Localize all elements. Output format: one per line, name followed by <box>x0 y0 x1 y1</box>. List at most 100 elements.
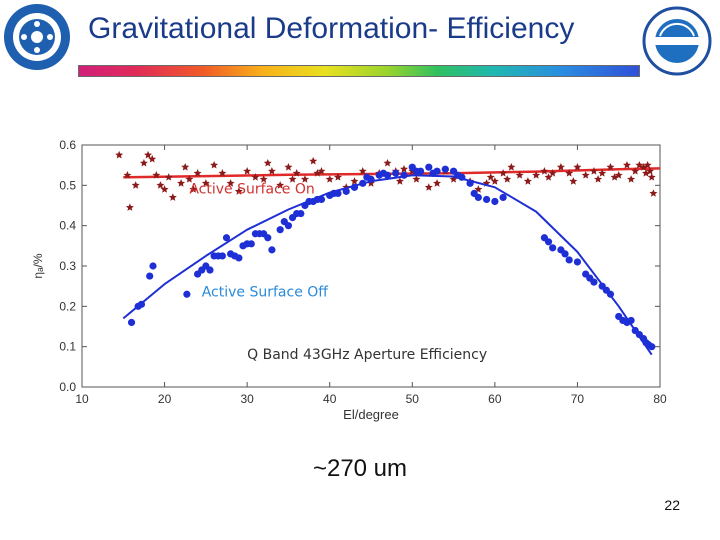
dot-point <box>149 262 157 270</box>
dot-point <box>222 234 231 242</box>
x-tick-label: 30 <box>240 392 254 406</box>
star-point <box>643 160 652 169</box>
dot-point <box>590 278 598 286</box>
star-point <box>507 162 516 171</box>
star-point <box>610 173 619 181</box>
efficiency-chart: 10 20 30 40 50 60 70 80 0.0 0.1 0.2 0.3 0.4 0.5 0.6 El/… <box>31 138 667 422</box>
star-point <box>350 177 359 185</box>
star-point <box>503 175 512 183</box>
star-point <box>515 171 524 179</box>
star-point <box>292 169 301 177</box>
star-point <box>523 177 532 185</box>
star-point <box>639 162 648 171</box>
dot-point <box>247 240 255 248</box>
x-tick-label: 60 <box>488 392 502 406</box>
star-point <box>544 173 553 181</box>
dot-point <box>466 179 474 187</box>
dot-point <box>276 226 284 234</box>
x-axis-label: El/degree <box>343 407 399 422</box>
star-point <box>193 169 202 177</box>
dot-point <box>359 179 367 187</box>
star-point <box>400 165 409 173</box>
star-point <box>284 162 293 171</box>
dot-point <box>425 163 433 171</box>
star-point <box>548 169 557 177</box>
star-point <box>181 162 190 171</box>
star-point <box>139 158 148 167</box>
x-tick-label: 80 <box>653 392 667 406</box>
dot-point <box>606 290 615 298</box>
star-point <box>598 169 607 177</box>
y-tick-label: 0.6 <box>59 138 76 152</box>
star-point <box>606 162 615 171</box>
x-tick-label: 40 <box>323 392 337 406</box>
dot-point <box>146 272 154 280</box>
annotation-active-surface-off: Active Surface Off <box>202 284 329 300</box>
star-point <box>226 179 235 187</box>
star-point <box>251 173 260 181</box>
star-point <box>395 177 404 185</box>
star-point <box>189 185 198 193</box>
star-point <box>164 173 173 181</box>
dot-point <box>499 193 507 202</box>
star-point <box>218 169 227 177</box>
dot-point <box>268 246 276 254</box>
x-tick-label: 10 <box>75 392 89 406</box>
star-point <box>499 169 508 177</box>
y-tick-label: 0.4 <box>59 219 76 233</box>
dot-point <box>400 171 408 179</box>
star-point <box>649 189 658 197</box>
star-point <box>627 175 636 183</box>
star-point <box>156 181 165 189</box>
x-tick-label: 50 <box>406 392 420 406</box>
y-tick-label: 0.1 <box>59 340 76 354</box>
star-point <box>115 150 124 159</box>
dot-point <box>565 256 573 264</box>
page-number: 22 <box>664 497 680 513</box>
star-point <box>333 173 342 181</box>
star-point <box>490 177 499 185</box>
fit-line-active-on <box>123 167 661 179</box>
star-point <box>540 167 549 175</box>
dot-point <box>491 197 499 206</box>
y-tick-label: 0.3 <box>59 259 76 273</box>
star-point <box>259 175 268 183</box>
star-point <box>449 175 458 183</box>
dot-point <box>573 258 582 266</box>
star-point <box>317 167 326 175</box>
star-point <box>412 175 421 183</box>
star-point <box>263 158 272 167</box>
annotation-active-surface-on: Active Surface On <box>189 181 314 197</box>
star-point <box>424 183 433 191</box>
star-point <box>313 169 322 177</box>
dot-point <box>137 300 146 308</box>
dot-point <box>544 238 553 246</box>
star-point <box>622 160 631 169</box>
star-point <box>309 156 318 165</box>
star-point <box>210 160 219 169</box>
star-point <box>565 169 574 177</box>
dot-point <box>392 169 400 177</box>
dot-point <box>342 187 350 195</box>
title-rainbow-bar <box>78 65 640 77</box>
deformation-caption: ~270 um <box>312 455 408 482</box>
star-point <box>532 171 541 179</box>
slide-title: Gravitational Deformation- Efficiency <box>88 12 575 45</box>
star-point <box>276 181 285 189</box>
dot-point <box>350 183 359 191</box>
dot-point <box>284 222 293 230</box>
star-point <box>631 167 640 175</box>
star-point <box>131 181 140 189</box>
star-point <box>152 171 161 179</box>
dot-point <box>297 209 305 218</box>
star-point <box>569 177 578 185</box>
star-point <box>177 179 186 187</box>
star-point <box>160 185 169 193</box>
star-point <box>614 171 623 179</box>
star-point <box>288 175 297 183</box>
dot-point <box>183 290 191 298</box>
star-point <box>647 173 656 181</box>
x-tick-label: 20 <box>158 392 172 406</box>
star-point <box>300 175 309 183</box>
star-point <box>646 167 655 175</box>
